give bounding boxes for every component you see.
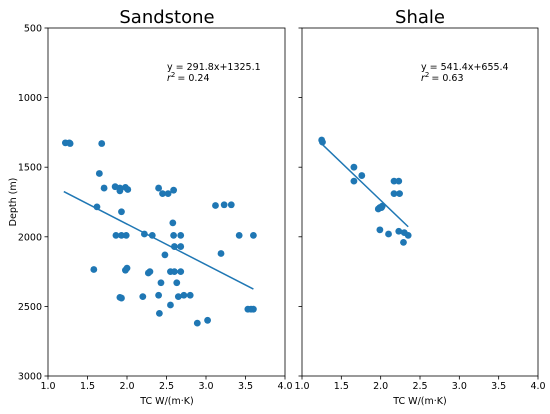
shale-data-point [358, 172, 366, 179]
shale-x-axis-label: TC W/(m·K) [392, 396, 446, 407]
shale-x-tick-label: 2.5 [412, 381, 427, 392]
sandstone-data-point [193, 319, 201, 327]
shale-x-tick-label: 4.0 [530, 381, 545, 392]
shale-data-point [390, 190, 398, 198]
sandstone-data-point [155, 291, 163, 299]
shale-data-point [395, 227, 403, 235]
sandstone-x-tick-label: 1.0 [40, 381, 55, 392]
sandstone-data-point [157, 279, 165, 287]
sandstone-data-point [161, 251, 169, 259]
sandstone-y-tick-label: 3000 [18, 372, 42, 383]
sandstone-data-point [174, 293, 182, 301]
shale-regression-line [321, 143, 409, 228]
shale-data-point [396, 190, 403, 198]
shale-data-point [390, 177, 398, 185]
sandstone-x-tick-label: 3.0 [198, 381, 213, 392]
shale-data-point [319, 138, 326, 146]
shale-x-tick-label: 2.0 [373, 381, 388, 392]
sandstone-x-tick-label: 2.0 [119, 381, 134, 392]
sandstone-data-point [169, 219, 177, 227]
sandstone-y-tick-label: 2500 [18, 302, 42, 313]
sandstone-data-point [186, 291, 194, 299]
sandstone-y-tick-label: 500 [24, 24, 42, 35]
sandstone-data-point [118, 232, 125, 239]
sandstone-data-point [118, 208, 125, 216]
sandstone-data-point [100, 184, 108, 192]
shale-r2-value: = 0.63 [431, 73, 463, 84]
sandstone-data-point [217, 250, 225, 257]
sandstone-data-point [235, 232, 243, 239]
sandstone-y-tick-label: 2000 [18, 232, 42, 243]
shale-r2-superscript: 2 [425, 71, 429, 79]
sandstone-data-point [212, 202, 219, 209]
sandstone-data-point [170, 232, 178, 239]
sandstone-x-axis-label: TC W/(m·K) [139, 396, 193, 407]
sandstone-y-tick-label: 1000 [18, 93, 42, 104]
sandstone-data-point [177, 232, 185, 239]
sandstone-regression-line [63, 190, 254, 290]
sandstone-data-point [122, 232, 130, 239]
shale-x-tick-label: 1.0 [294, 381, 309, 392]
sandstone-r2-value: = 0.24 [177, 73, 209, 84]
shale-panel: Shale TC W/(m·K) y = 541.4x+655.4 r2 = 0.… [294, 7, 545, 407]
sandstone-data-point [180, 291, 188, 299]
sandstone-data-point [167, 301, 174, 309]
sandstone-data-point [159, 190, 166, 198]
sandstone-data-point [227, 201, 235, 209]
sandstone-x-tick-label: 2.5 [159, 381, 174, 392]
sandstone-r2-symbol: r [167, 73, 172, 84]
shale-data-point [350, 163, 358, 171]
sandstone-x-tick-label: 4.0 [277, 381, 292, 392]
sandstone-r2-annotation: r2 = 0.24 [167, 71, 210, 84]
shale-data-point [350, 177, 358, 185]
sandstone-data-point [170, 186, 178, 194]
shale-r2-annotation: r2 = 0.63 [421, 71, 464, 84]
sandstone-title: Sandstone [119, 7, 214, 28]
sandstone-data-point [177, 268, 185, 275]
sandstone-x-tick-label: 3.5 [238, 381, 253, 392]
shale-title: Shale [395, 7, 445, 28]
sandstone-data-point [118, 294, 125, 302]
sandstone-data-point [171, 268, 178, 275]
sandstone-data-point [155, 184, 163, 192]
sandstone-r2-superscript: 2 [171, 71, 175, 79]
shale-fit-equation: y = 541.4x+655.4 [421, 62, 509, 73]
sandstone-data-point [220, 201, 228, 209]
sandstone-data-point [66, 140, 74, 147]
sandstone-y-axis-label: Depth (m) [8, 178, 19, 227]
sandstone-data-point [124, 186, 132, 193]
sandstone-data-point [204, 316, 211, 324]
sandstone-data-point [146, 268, 154, 275]
sandstone-data-point [177, 243, 185, 250]
sandstone-data-point [90, 266, 98, 273]
sandstone-data-point [112, 232, 120, 239]
sandstone-data-point [123, 264, 131, 272]
shale-x-tick-label: 1.5 [334, 381, 349, 392]
shale-data-point [376, 226, 384, 234]
sandstone-data-point [250, 305, 257, 313]
sandstone-y-tick-label: 1500 [18, 163, 42, 174]
sandstone-data-point [95, 170, 103, 177]
shale-data-point [404, 232, 412, 239]
shale-x-tick-label: 3.0 [452, 381, 467, 392]
sandstone-data-point [148, 232, 156, 239]
shale-data-point [385, 230, 392, 238]
sandstone-data-point [164, 190, 172, 198]
sandstone-data-point [173, 279, 181, 287]
shale-x-tick-label: 3.5 [491, 381, 506, 392]
sandstone-data-point [116, 187, 124, 195]
sandstone-panel: Sandstone Depth (m) TC W/(m·K) y = 291.8… [8, 7, 293, 407]
shale-r2-symbol: r [421, 73, 426, 84]
sandstone-fit-equation: y = 291.8x+1325.1 [167, 62, 261, 73]
sandstone-data-point [98, 140, 106, 147]
sandstone-data-point [139, 293, 147, 301]
sandstone-data-point [155, 309, 163, 317]
sandstone-x-tick-label: 1.5 [80, 381, 95, 392]
shale-data-point [395, 177, 403, 185]
sandstone-data-point [250, 232, 257, 239]
shale-data-point [400, 238, 407, 246]
